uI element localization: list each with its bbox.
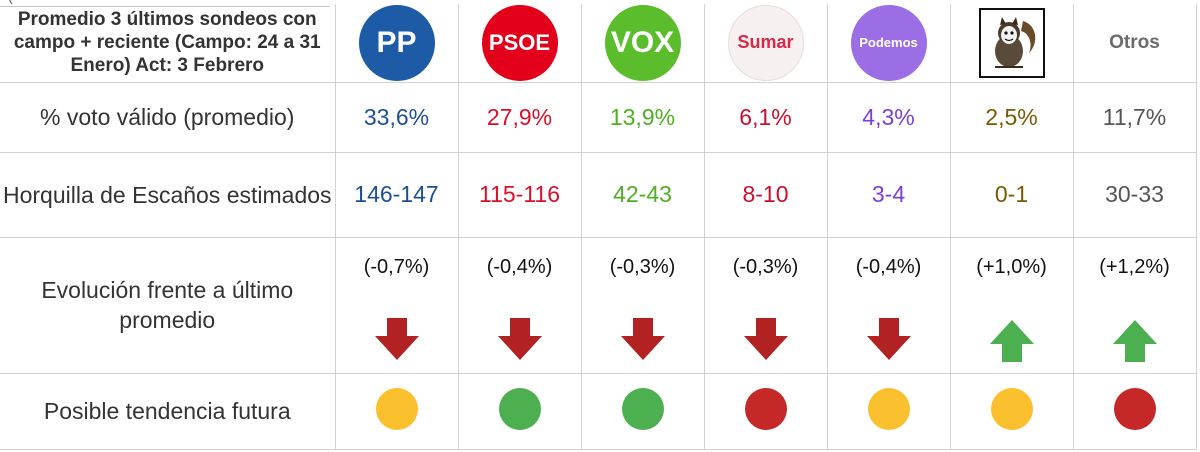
trend-dot-icon [498, 387, 541, 430]
party-logo-cell: PSOE [457, 4, 582, 83]
evolution-value: (-0,7%) [363, 255, 430, 278]
arrow-up-icon [951, 316, 1073, 364]
evolution-row: Evolución frente a último promedio (-0,7… [0, 236, 1197, 374]
party-logo-cell: PP [334, 4, 459, 83]
vote-value: 11,7% [1072, 81, 1197, 153]
evolution-cell: (-0,3%) [703, 236, 828, 374]
seats-value: 42-43 [580, 151, 705, 238]
trend-dot-icon [867, 387, 910, 430]
trend-dot-icon [375, 387, 418, 430]
evolution-value: (+1,2%) [1099, 255, 1170, 278]
evolution-cell: (-0,4%) [457, 236, 582, 374]
evolution-cell: (-0,4%) [826, 236, 951, 374]
arrow-down-icon [828, 316, 950, 364]
arrow-down-icon [582, 316, 704, 364]
vote-value: 13,9% [580, 81, 705, 153]
trend-dot-icon [744, 387, 787, 430]
seats-value: 30-33 [1072, 151, 1197, 238]
vote-row: % voto válido (promedio) 33,6% 27,9% 13,… [0, 81, 1197, 153]
trend-dot-icon [621, 387, 664, 430]
vote-value: 33,6% [334, 81, 459, 153]
party-logo-cell: Sumar [703, 4, 828, 83]
seats-row-label: Horquilla de Escaños estimados [0, 151, 336, 238]
arrow-down-icon [459, 316, 581, 364]
arrow-down-icon [336, 316, 458, 364]
evolution-cell: (-0,3%) [580, 236, 705, 374]
vote-row-label: % voto válido (promedio) [0, 81, 336, 153]
evolution-cell: (+1,2%) [1072, 236, 1197, 374]
party-logo-cell: VOX [580, 4, 705, 83]
header-row: Promedio 3 últimos sondeos con campo + r… [0, 4, 1197, 83]
pp-logo-icon: PP [358, 4, 435, 81]
vote-value: 4,3% [826, 81, 951, 153]
evolution-row-label: Evolución frente a último promedio [0, 236, 336, 374]
evolution-value: (-0,3%) [609, 255, 676, 278]
evolution-value: (-0,4%) [486, 255, 553, 278]
otros-header-cell: Otros [1072, 4, 1197, 83]
party-logo-cell: Podemos [826, 4, 951, 83]
trend-cell [703, 372, 828, 450]
evolution-value: (-0,3%) [732, 255, 799, 278]
evolution-value: (+1,0%) [976, 255, 1047, 278]
trend-cell [1072, 372, 1197, 450]
seats-value: 8-10 [703, 151, 828, 238]
arrow-up-icon [1074, 316, 1196, 364]
trend-cell [334, 372, 459, 450]
evolution-cell: (-0,7%) [334, 236, 459, 374]
vote-value: 27,9% [457, 81, 582, 153]
trend-dot-icon [990, 387, 1033, 430]
arrow-down-icon [705, 316, 827, 364]
trend-cell [457, 372, 582, 450]
vote-value: 6,1% [703, 81, 828, 153]
podemos-logo-icon: Podemos [850, 4, 927, 81]
evolution-value: (-0,4%) [855, 255, 922, 278]
seats-value: 0-1 [949, 151, 1074, 238]
poll-average-table: Promedio 3 últimos sondeos con campo + r… [0, 4, 1197, 450]
sumar-logo-icon: Sumar [727, 4, 804, 81]
squirrel-logo-icon [978, 7, 1045, 78]
vox-logo-icon: VOX [604, 4, 681, 81]
trend-row-label: Posible tendencia futura [0, 372, 336, 450]
seats-row: Horquilla de Escaños estimados 146-147 1… [0, 151, 1197, 238]
seats-value: 146-147 [334, 151, 459, 238]
psoe-logo-icon: PSOE [481, 4, 558, 81]
seats-value: 115-116 [457, 151, 582, 238]
trend-cell [580, 372, 705, 450]
party-logo-cell [949, 4, 1074, 83]
trend-row: Posible tendencia futura [0, 372, 1197, 450]
cutoff-text: ( [8, 0, 13, 4]
otros-label: Otros [1109, 31, 1160, 53]
table-title: Promedio 3 últimos sondeos con campo + r… [0, 4, 336, 83]
evolution-cell: (+1,0%) [949, 236, 1074, 374]
vote-value: 2,5% [949, 81, 1074, 153]
seats-value: 3-4 [826, 151, 951, 238]
trend-cell [826, 372, 951, 450]
trend-dot-icon [1113, 387, 1156, 430]
trend-cell [949, 372, 1074, 450]
